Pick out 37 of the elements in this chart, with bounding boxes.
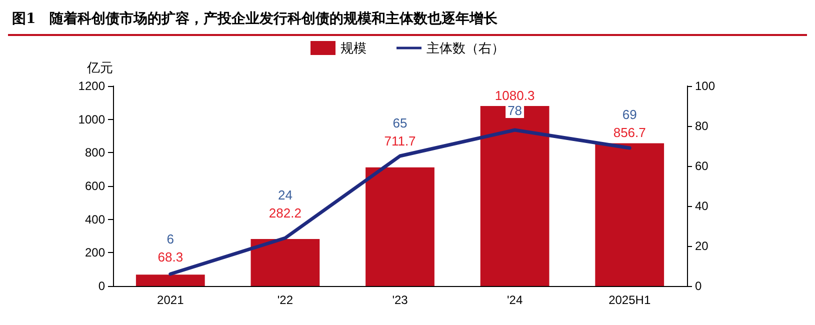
data-label: 856.7 xyxy=(613,125,646,140)
y-axis-title: 亿元 xyxy=(86,60,113,75)
x-tick-label: '23 xyxy=(392,293,408,307)
data-label: 24 xyxy=(278,188,292,203)
data-label: 711.7 xyxy=(384,133,416,148)
legend-label: 规模 xyxy=(340,40,366,56)
y2-tick-label: 100 xyxy=(695,79,716,93)
y2-tick-label: 40 xyxy=(695,199,709,213)
y2-tick-label: 80 xyxy=(695,119,709,133)
y-tick-label: 400 xyxy=(84,212,106,226)
x-tick-label: 2021 xyxy=(157,293,184,307)
data-label: 69 xyxy=(622,107,637,122)
x-tick-label: '24 xyxy=(506,293,523,307)
bar xyxy=(366,167,434,286)
chart-title: 图1 随着科创债市场的扩容，产投企业发行科创债的规模和主体数也逐年增长 xyxy=(8,8,807,36)
data-label: 78 xyxy=(508,103,522,118)
x-tick-label: '22 xyxy=(277,293,294,307)
y2-tick-label: 60 xyxy=(695,159,709,173)
data-label: 282.2 xyxy=(268,206,302,221)
y-tick-label: 800 xyxy=(84,146,106,160)
y2-tick-label: 20 xyxy=(695,239,709,253)
bar xyxy=(595,143,664,286)
data-label: 1080.3 xyxy=(494,88,535,103)
y-tick-label: 1200 xyxy=(78,79,106,93)
data-label: 65 xyxy=(392,115,408,130)
y-tick-label: 600 xyxy=(84,179,106,193)
y2-tick-label: 0 xyxy=(695,279,702,293)
bar xyxy=(136,274,205,286)
y-tick-label: 1000 xyxy=(78,112,106,126)
x-tick-label: 2025H1 xyxy=(608,293,651,307)
bar xyxy=(250,238,320,286)
legend-label: 主体数（右） xyxy=(426,40,504,56)
y-tick-label: 0 xyxy=(98,279,106,293)
bar xyxy=(480,106,550,286)
data-label: 68.3 xyxy=(158,250,184,265)
data-label: 6 xyxy=(166,232,174,247)
y-tick-label: 200 xyxy=(84,246,106,260)
